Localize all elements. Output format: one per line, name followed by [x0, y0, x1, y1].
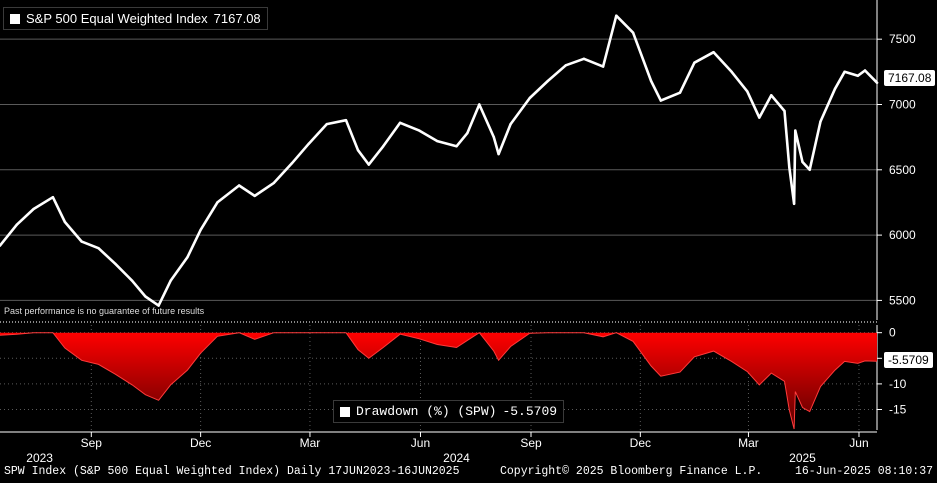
price-point	[290, 162, 294, 165]
price-point	[466, 132, 469, 135]
price-legend-label: S&P 500 Equal Weighted Index	[26, 11, 208, 26]
price-point	[237, 184, 241, 187]
drawdown-legend-label: Drawdown (%) (SPW)	[356, 404, 497, 419]
price-point	[63, 220, 67, 224]
x-axis-month-label: Mar	[300, 436, 321, 450]
price-point	[382, 145, 385, 148]
price-point	[509, 122, 512, 126]
price-point	[272, 181, 276, 185]
price-point	[678, 91, 682, 94]
price-point	[0, 244, 2, 247]
x-axis-year-label: 2024	[443, 451, 470, 465]
drawdown-line	[0, 332, 878, 430]
price-point	[114, 262, 117, 265]
price-point	[478, 103, 481, 106]
price-point	[15, 223, 18, 226]
drawdown-axis-label: -10	[889, 377, 907, 391]
x-axis-year-label: 2023	[26, 451, 53, 465]
price-point	[730, 70, 733, 74]
x-axis-month-label: Jun	[849, 436, 868, 450]
drawdown-legend: Drawdown (%) (SPW) -5.5709	[333, 400, 565, 423]
price-point	[856, 74, 859, 78]
x-axis-month-label: Jun	[411, 436, 430, 450]
price-point	[601, 65, 605, 68]
price-point	[582, 57, 586, 60]
price-point	[819, 120, 822, 123]
price-point	[325, 122, 328, 126]
price-line	[0, 14, 879, 307]
price-point	[792, 202, 796, 205]
drawdown-area	[0, 332, 877, 429]
price-point	[144, 295, 147, 298]
price-legend: S&P 500 Equal Weighted Index 7167.08	[3, 7, 268, 30]
price-point	[253, 194, 256, 198]
price-point	[367, 163, 370, 166]
price-axis-label: 7500	[889, 32, 916, 46]
price-point	[131, 279, 134, 282]
price-point	[344, 119, 348, 122]
price-point	[455, 145, 458, 148]
price-point	[783, 109, 786, 113]
price-point	[631, 31, 635, 34]
x-axis-month-label: Dec	[190, 436, 211, 450]
price-point	[436, 139, 439, 143]
price-point	[356, 149, 360, 152]
drawdown-value-tag: -5.5709	[884, 352, 933, 368]
price-point	[216, 201, 219, 204]
price-point	[199, 228, 202, 232]
price-point	[746, 90, 749, 93]
drawdown-legend-value: -5.5709	[502, 404, 558, 419]
price-point	[615, 14, 618, 17]
price-point	[843, 70, 846, 74]
last-price-tag: 7167.08	[884, 70, 936, 86]
x-axis-year-label: 2025	[789, 451, 816, 465]
price-point	[169, 279, 172, 282]
price-point	[758, 116, 761, 119]
footer-timestamp: 16-Jun-2025 08:10:37	[794, 465, 933, 478]
price-point	[833, 87, 837, 91]
price-point	[186, 256, 189, 259]
drawdown-axis-label: -15	[889, 403, 907, 417]
price-point	[80, 240, 83, 243]
price-point	[801, 160, 804, 164]
price-legend-value: 7167.08	[213, 11, 261, 26]
price-point	[528, 96, 531, 100]
price-axis-label: 6500	[889, 163, 916, 177]
price-point	[497, 152, 500, 156]
price-point	[32, 207, 35, 211]
x-axis-month-label: Sep	[81, 436, 103, 450]
price-point	[649, 79, 653, 83]
drawdown-legend-swatch	[340, 406, 350, 417]
footer-ticker-info: SPW Index (S&P 500 Equal Weighted Index)…	[4, 465, 460, 478]
price-point	[546, 79, 549, 83]
price-point	[788, 166, 791, 169]
price-point	[157, 304, 160, 307]
price-point	[659, 99, 662, 102]
price-legend-swatch	[10, 13, 20, 24]
price-point	[97, 247, 100, 250]
x-axis-month-label: Dec	[630, 436, 651, 450]
price-point	[712, 51, 715, 54]
price-point	[794, 129, 797, 132]
price-point	[564, 64, 567, 67]
price-axis-label: 7000	[889, 97, 916, 111]
price-point	[863, 69, 867, 72]
price-point	[51, 196, 55, 199]
price-point	[875, 81, 879, 84]
disclaimer-text: Past performance is no guarantee of futu…	[4, 306, 205, 316]
price-axis-label: 5500	[889, 293, 916, 307]
x-axis-month-label: Sep	[520, 436, 542, 450]
price-point	[770, 94, 773, 97]
price-point	[492, 135, 495, 139]
x-axis-month-label: Mar	[738, 436, 759, 450]
footer-copyright: Copyright© 2025 Bloomberg Finance L.P.	[500, 465, 763, 478]
price-point	[808, 168, 811, 171]
price-point	[398, 121, 402, 125]
price-axis-label: 6000	[889, 228, 916, 242]
price-point	[693, 61, 696, 64]
drawdown-axis-label: 0	[889, 326, 896, 340]
price-point	[307, 142, 310, 145]
price-point	[418, 129, 421, 132]
